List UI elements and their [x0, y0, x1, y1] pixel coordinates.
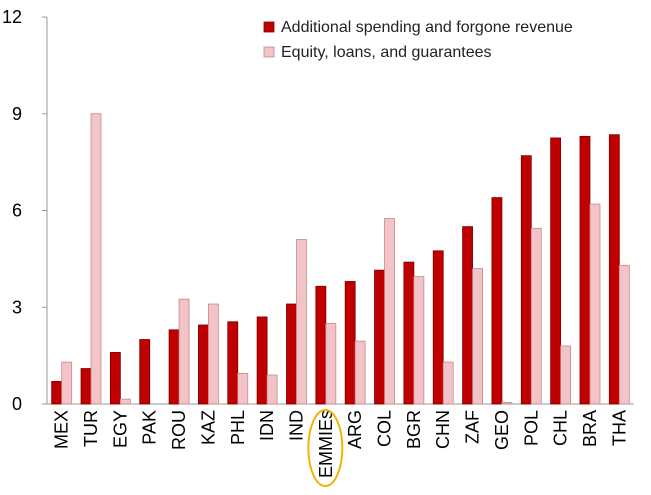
- legend: Additional spending and forgone revenue …: [263, 19, 573, 61]
- highlight-group: [307, 409, 344, 487]
- x-tick-label: THA: [609, 410, 629, 446]
- bar-zaf-spending: [462, 226, 473, 405]
- bar-kaz-spending: [198, 324, 209, 405]
- bar-chn-equity: [442, 361, 454, 405]
- x-tick-label: IND: [286, 410, 306, 441]
- y-tick-label: 9: [12, 104, 22, 124]
- bar-col-spending: [374, 269, 385, 405]
- bar-bgr-spending: [403, 261, 415, 405]
- bar-chl-spending: [550, 137, 562, 405]
- bar-bra-equity: [589, 203, 601, 405]
- x-tick-label: MEX: [52, 410, 72, 449]
- x-tick-labels: MEX TUR EGY PAK ROU KAZ PHL IDN IND EMMIEs ARG COL B…: [52, 410, 630, 478]
- bar-pol-equity: [530, 227, 542, 405]
- bar-bgr-equity: [413, 276, 425, 405]
- y-tick-labels: 0 3 6 9 12: [2, 7, 47, 414]
- x-tick-label: BRA: [580, 410, 600, 447]
- bar-geo-spending: [491, 197, 503, 405]
- x-tick-label: IDN: [257, 410, 277, 441]
- bar-tur-spending: [80, 368, 92, 405]
- bar-emmies-spending: [315, 285, 327, 405]
- x-tick-label: EGY: [110, 410, 130, 448]
- bar-tur-equity: [90, 113, 102, 405]
- bar-tha-spending: [608, 134, 620, 405]
- bar-chn-spending: [432, 250, 444, 405]
- x-tick-label: TUR: [81, 410, 101, 447]
- x-tick-label: CHL: [551, 410, 571, 446]
- bar-geo-equity: [501, 401, 513, 405]
- bar-pol-spending: [520, 155, 532, 405]
- bar-ind-equity: [296, 239, 307, 405]
- bar-zaf-equity: [472, 268, 483, 405]
- bar-mex-spending: [51, 381, 63, 405]
- bar-kaz-equity: [208, 303, 219, 405]
- x-tick-label: POL: [521, 410, 541, 446]
- x-tick-label: BGR: [404, 410, 424, 449]
- bar-ind-spending: [286, 303, 297, 405]
- legend-swatch-equity: [263, 46, 275, 58]
- legend-swatch-spending: [263, 21, 275, 33]
- bar-chl-equity: [560, 345, 572, 405]
- bar-rou-spending: [168, 329, 180, 405]
- bar-col-equity: [384, 218, 395, 405]
- bar-egy-equity: [119, 398, 131, 405]
- y-tick-label: 12: [2, 7, 22, 27]
- x-tick-label: ZAF: [463, 410, 483, 444]
- bar-idn-spending: [256, 316, 268, 405]
- bar-egy-spending: [109, 351, 121, 405]
- x-tick-label: PHL: [228, 410, 248, 445]
- y-tick-label: 6: [12, 201, 22, 221]
- highlight-ellipse: [307, 409, 344, 487]
- legend-label-spending: Additional spending and forgone revenue: [281, 19, 573, 36]
- legend-label-equity: Equity, loans, and guarantees: [281, 44, 492, 61]
- x-tick-label: EMMIEs: [316, 410, 336, 478]
- x-tick-label: GEO: [492, 410, 512, 450]
- x-tick-label: ROU: [169, 410, 189, 450]
- y-tick-label: 3: [12, 297, 22, 317]
- bar-phl-spending: [227, 321, 239, 405]
- bar-idn-equity: [266, 374, 278, 405]
- bar-arg-equity: [354, 340, 366, 405]
- bar-mex-equity: [61, 361, 73, 405]
- bars: [51, 113, 630, 405]
- bar-rou-equity: [178, 298, 190, 405]
- bar-tha-equity: [618, 264, 630, 405]
- x-tick-label: KAZ: [198, 410, 218, 445]
- y-tick-label: 0: [12, 394, 22, 414]
- bar-phl-equity: [237, 372, 249, 405]
- x-tick-label: PAK: [140, 410, 160, 445]
- bar-emmies-equity: [325, 322, 337, 405]
- axes: [46, 17, 634, 405]
- x-tick-label: COL: [375, 410, 395, 447]
- x-tick-label: CHN: [433, 410, 453, 449]
- bar-bra-spending: [579, 135, 591, 405]
- x-tick-label: ARG: [345, 410, 365, 449]
- bar-arg-spending: [344, 281, 356, 405]
- bar-pak-spending: [139, 339, 151, 405]
